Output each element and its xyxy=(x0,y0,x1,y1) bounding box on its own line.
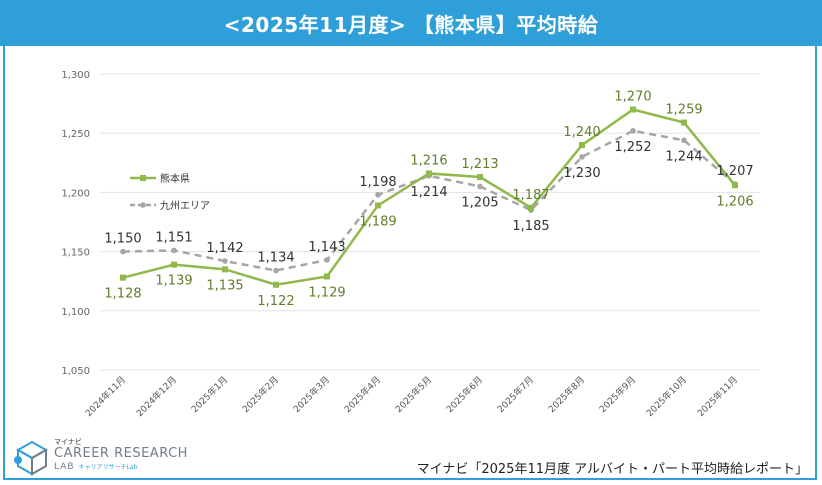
data-label-kumamoto: 1,129 xyxy=(308,285,345,300)
x-tick-label: 2025年7月 xyxy=(495,374,536,415)
data-point-kyushu xyxy=(120,248,126,255)
legend-marker-kyushu xyxy=(140,202,146,208)
legend-marker-kumamoto xyxy=(140,175,146,181)
data-point-kumamoto xyxy=(732,182,738,189)
data-point-kyushu xyxy=(681,137,687,144)
x-tick-label: 2025年10月 xyxy=(644,374,690,420)
data-point-kyushu xyxy=(579,154,585,160)
data-label-kumamoto: 1,189 xyxy=(359,214,396,229)
data-point-kyushu xyxy=(375,191,381,198)
data-label-kumamoto: 1,213 xyxy=(461,157,498,172)
data-label-kyushu: 1,142 xyxy=(206,241,243,256)
data-label-kumamoto: 1,216 xyxy=(410,153,447,168)
data-point-kumamoto xyxy=(375,202,381,209)
logo-kana: マイナビ xyxy=(54,438,82,446)
career-research-lab-logo: マイナビ CAREER RESEARCH LAB キャリアリサーチLab xyxy=(14,438,204,480)
data-label-kyushu: 1,244 xyxy=(665,149,702,164)
data-point-kumamoto xyxy=(222,266,228,273)
x-tick-label: 2025年1月 xyxy=(189,374,230,415)
x-tick-label: 2025年9月 xyxy=(597,374,638,415)
data-label-kyushu: 1,252 xyxy=(614,140,651,155)
x-tick-label: 2025年11月 xyxy=(695,374,741,420)
data-label-kyushu: 1,134 xyxy=(257,251,294,266)
data-label-kyushu: 1,150 xyxy=(104,232,141,247)
data-label-kumamoto: 1,128 xyxy=(104,287,141,302)
data-point-kumamoto xyxy=(528,204,534,211)
data-point-kyushu xyxy=(273,267,279,274)
data-point-kumamoto xyxy=(171,261,177,268)
data-label-kumamoto: 1,259 xyxy=(665,103,702,118)
data-point-kyushu xyxy=(630,128,636,134)
source-note: マイナビ「2025年11月度 アルバイト・パート平均時給レポート」 xyxy=(416,462,808,477)
x-tick-label: 2025年6月 xyxy=(444,374,485,415)
data-label-kyushu: 1,185 xyxy=(512,219,549,234)
x-tick-label: 2025年3月 xyxy=(291,374,332,415)
x-tick-label: 2025年8月 xyxy=(546,374,587,415)
y-tick-label: 1,100 xyxy=(61,307,90,318)
data-label-kumamoto: 1,187 xyxy=(512,188,549,203)
data-label-kyushu: 1,205 xyxy=(461,195,498,210)
legend-label-kumamoto: 熊本県 xyxy=(160,172,190,185)
data-point-kumamoto xyxy=(273,281,279,288)
data-label-kumamoto: 1,270 xyxy=(614,90,651,105)
x-tick-label: 2024年11月 xyxy=(83,374,129,420)
data-label-kyushu: 1,143 xyxy=(308,240,345,255)
y-tick-label: 1,250 xyxy=(61,129,90,140)
legend-label-kyushu: 九州エリア xyxy=(160,200,210,212)
y-tick-label: 1,300 xyxy=(61,70,90,81)
page-title: <2025年11月度> 【熊本県】平均時給 xyxy=(0,0,822,46)
data-label-kumamoto: 1,122 xyxy=(257,294,294,309)
cube-logo-icon xyxy=(14,440,49,476)
x-tick-label: 2024年12月 xyxy=(134,374,180,420)
data-point-kumamoto xyxy=(681,119,687,126)
data-label-kumamoto: 1,135 xyxy=(206,278,243,293)
y-tick-label: 1,050 xyxy=(61,366,90,377)
data-label-kyushu: 1,214 xyxy=(410,185,447,200)
data-point-kumamoto xyxy=(426,170,432,177)
data-label-kumamoto: 1,240 xyxy=(563,125,600,140)
data-label-kyushu: 1,198 xyxy=(359,175,396,190)
data-point-kumamoto xyxy=(579,142,585,149)
data-point-kumamoto xyxy=(477,174,483,181)
x-tick-label: 2025年4月 xyxy=(342,374,383,415)
data-label-kumamoto: 1,139 xyxy=(155,274,192,289)
data-label-kyushu: 1,151 xyxy=(155,230,192,245)
data-label-kumamoto: 1,206 xyxy=(716,194,753,209)
x-tick-label: 2025年5月 xyxy=(393,374,434,415)
data-label-kyushu: 1,230 xyxy=(563,166,600,181)
data-point-kumamoto xyxy=(120,274,126,281)
data-point-kyushu xyxy=(324,257,330,263)
chart-frame xyxy=(3,46,817,480)
y-tick-label: 1,150 xyxy=(61,248,90,259)
y-tick-label: 1,200 xyxy=(61,188,90,199)
logo-sub-kana: キャリアリサーチLab xyxy=(78,464,138,471)
data-label-kyushu: 1,207 xyxy=(716,164,753,179)
data-point-kumamoto xyxy=(630,106,636,113)
data-point-kumamoto xyxy=(324,273,330,280)
data-point-kyushu xyxy=(477,183,483,190)
logo-sub-text: LAB xyxy=(54,462,75,472)
logo-main-text: CAREER RESEARCH xyxy=(54,446,188,461)
data-point-kyushu xyxy=(222,258,228,264)
data-point-kyushu xyxy=(171,247,177,254)
x-tick-label: 2025年2月 xyxy=(240,374,281,415)
